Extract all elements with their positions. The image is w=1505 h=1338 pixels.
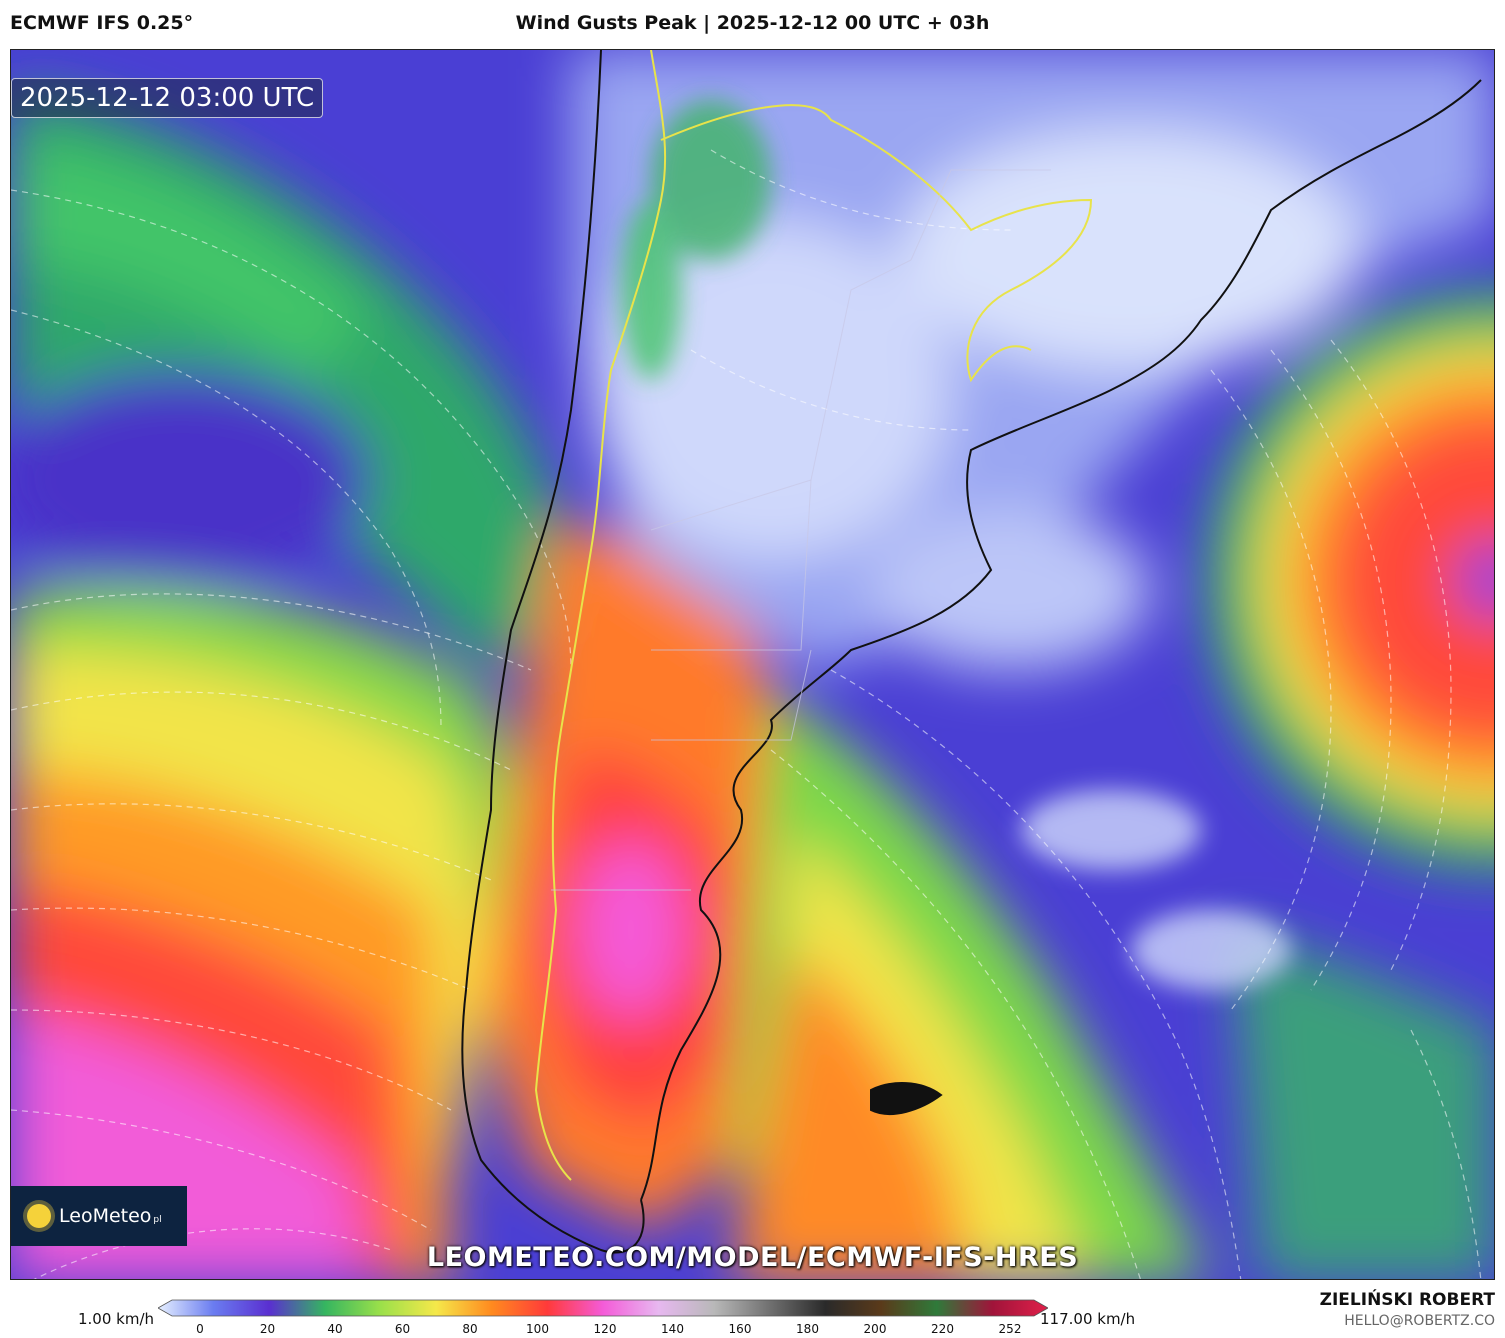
colorbar-tick-label: 40	[327, 1322, 343, 1336]
colorbar-tick-label: 140	[661, 1322, 684, 1336]
colorbar-tick-label: 200	[863, 1322, 887, 1336]
logo-suffix: pl	[153, 1215, 162, 1225]
chart-title: Wind Gusts Peak | 2025-12-12 00 UTC + 03…	[515, 12, 990, 34]
colorbar-min-label: 1.00 km/h	[78, 1310, 155, 1328]
author-email[interactable]: HELLO@ROBERTZ.CO	[1344, 1313, 1495, 1329]
colorbar-tick-label: 180	[796, 1322, 819, 1336]
model-name: ECMWF IFS 0.25°	[10, 12, 194, 34]
wind-field-layer	[11, 50, 1494, 1279]
colorbar-ticks: 0 20 40 60 80 100 120 140 160 180 200 220 252	[158, 1322, 1048, 1338]
colorbar-tick-label: 0	[196, 1322, 204, 1336]
author-name: ZIELIŃSKI ROBERT	[1319, 1290, 1495, 1310]
colorbar-tick-label: 80	[462, 1322, 478, 1336]
colorbar-tick-label: 252	[998, 1322, 1022, 1336]
sun-icon	[27, 1204, 51, 1228]
valid-time-label: 2025-12-12 03:00 UTC	[11, 78, 324, 118]
logo-text: LeoMeteo	[59, 1205, 152, 1227]
colorbar-tick-label: 220	[931, 1322, 954, 1336]
colorbar-tick-label: 160	[728, 1322, 752, 1336]
colorbar	[158, 1299, 1048, 1317]
colorbar-tick-label: 60	[394, 1322, 411, 1336]
model-url-watermark[interactable]: LEOMETEO.COM/MODEL/ECMWF-IFS-HRES	[426, 1242, 1079, 1273]
colorbar-tick-label: 20	[259, 1322, 276, 1336]
colorbar-tick-label: 100	[526, 1322, 549, 1336]
colorbar-max-label: 117.00 km/h	[1040, 1310, 1136, 1328]
wind-gust-map[interactable]: 2025-12-12 03:00 UTC LeoMeteo pl LEOMETE…	[10, 49, 1495, 1280]
colorbar-tick-label: 120	[593, 1322, 617, 1336]
leometeo-logo[interactable]: LeoMeteo pl	[11, 1186, 187, 1246]
